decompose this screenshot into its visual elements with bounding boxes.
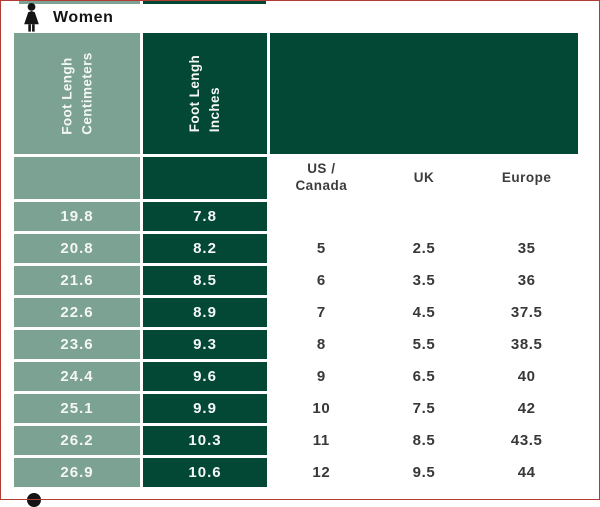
us-canada-value-cell — [270, 202, 373, 231]
inches-value-cell: 8.2 — [143, 234, 267, 263]
table-body: 19.8 7.8 20.8 8.2 5 2.5 35 21.6 8.5 6 3.… — [14, 202, 578, 487]
inches-value-cell: 8.5 — [143, 266, 267, 295]
europe-value-cell: 42 — [517, 400, 536, 417]
uk-value-cell: 3.5 — [412, 272, 436, 289]
cm-value-cell: 26.9 — [14, 458, 140, 487]
us-canada-value-cell: 12 — [312, 464, 331, 481]
europe-value-cell — [475, 202, 578, 231]
cm-value-cell: 21.6 — [14, 266, 140, 295]
us-canada-value-cell: 7 — [316, 304, 326, 321]
previous-table-remnant-green — [143, 0, 266, 4]
inches-value-cell: 8.9 — [143, 298, 267, 327]
rotated-header-row: Foot Lengh Centimeters Foot Lengh Inches — [14, 33, 578, 154]
empty-cm-header-cell — [14, 157, 140, 199]
us-canada-value-cell: 10 — [312, 400, 331, 417]
uk-value-cell: 2.5 — [412, 240, 436, 257]
table-row: 23.6 9.3 8 5.5 38.5 — [14, 330, 578, 359]
uk-value-cell — [373, 202, 476, 231]
header-foot-length-inches-label: Foot Lengh Inches — [187, 54, 222, 133]
table-row: 22.6 8.9 7 4.5 37.5 — [14, 298, 578, 327]
europe-value-cell: 36 — [517, 272, 536, 289]
header-sizes-block — [270, 33, 578, 154]
uk-value-cell: 4.5 — [412, 304, 436, 321]
header-europe: Europe — [501, 169, 552, 185]
table-row: 20.8 8.2 5 2.5 35 — [14, 234, 578, 263]
europe-value-cell: 35 — [517, 240, 536, 257]
inches-value-cell: 7.8 — [143, 202, 267, 231]
header-foot-length-cm: Foot Lengh Centimeters — [14, 33, 140, 154]
uk-value-cell: 6.5 — [412, 368, 436, 385]
us-canada-value-cell: 9 — [316, 368, 326, 385]
table-row: 26.9 10.6 12 9.5 44 — [14, 458, 578, 487]
europe-value-cell: 37.5 — [510, 304, 543, 321]
uk-value-cell: 5.5 — [412, 336, 436, 353]
table-row: 25.1 9.9 10 7.5 42 — [14, 394, 578, 423]
inches-value-cell: 9.6 — [143, 362, 267, 391]
header-foot-length-cm-label: Foot Lengh Centimeters — [59, 52, 94, 135]
us-canada-value-cell: 5 — [316, 240, 326, 257]
table-row: 24.4 9.6 9 6.5 40 — [14, 362, 578, 391]
us-canada-value-cell: 8 — [316, 336, 326, 353]
cm-value-cell: 26.2 — [14, 426, 140, 455]
table-row: 26.2 10.3 11 8.5 43.5 — [14, 426, 578, 455]
empty-inches-header-cell — [143, 157, 267, 199]
uk-value-cell: 9.5 — [412, 464, 436, 481]
cm-value-cell: 22.6 — [14, 298, 140, 327]
europe-value-cell: 44 — [517, 464, 536, 481]
header-uk: UK — [413, 169, 435, 185]
inches-value-cell: 10.3 — [143, 426, 267, 455]
inches-value-cell: 9.3 — [143, 330, 267, 359]
section-header: Women — [19, 3, 113, 32]
table-row: 21.6 8.5 6 3.5 36 — [14, 266, 578, 295]
region-header-row: US / Canada UK Europe — [14, 157, 578, 199]
uk-value-cell: 7.5 — [412, 400, 436, 417]
table-row: 19.8 7.8 — [14, 202, 578, 231]
cm-value-cell: 19.8 — [14, 202, 140, 231]
partial-pictogram-head-icon — [27, 493, 41, 507]
header-foot-length-inches: Foot Lengh Inches — [143, 33, 267, 154]
woman-icon — [19, 3, 44, 32]
cm-value-cell: 24.4 — [14, 362, 140, 391]
us-canada-value-cell: 11 — [312, 432, 330, 449]
cm-value-cell: 20.8 — [14, 234, 140, 263]
shoe-size-table: Foot Lengh Centimeters Foot Lengh Inches… — [14, 33, 578, 490]
cm-value-cell: 25.1 — [14, 394, 140, 423]
inches-value-cell: 10.6 — [143, 458, 267, 487]
europe-value-cell: 38.5 — [510, 336, 543, 353]
europe-value-cell: 43.5 — [510, 432, 543, 449]
header-us-canada: US / Canada — [295, 161, 348, 193]
inches-value-cell: 9.9 — [143, 394, 267, 423]
uk-value-cell: 8.5 — [412, 432, 436, 449]
cm-value-cell: 23.6 — [14, 330, 140, 359]
us-canada-value-cell: 6 — [316, 272, 326, 289]
previous-table-remnant-sage — [19, 0, 140, 4]
section-title: Women — [53, 8, 114, 26]
europe-value-cell: 40 — [517, 368, 536, 385]
